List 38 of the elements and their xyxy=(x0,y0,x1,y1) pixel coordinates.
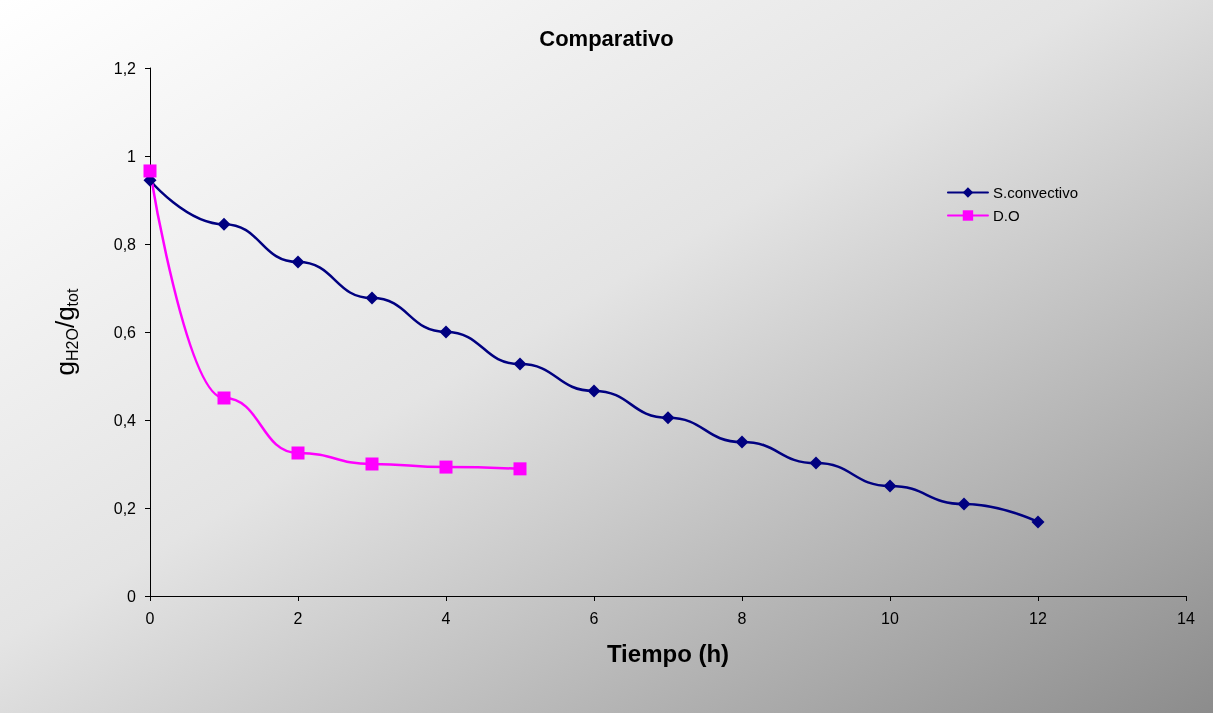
x-tick-label: 2 xyxy=(293,609,303,627)
x-tick-label: 10 xyxy=(881,609,899,627)
point xyxy=(1031,515,1045,529)
x-tick-label: 8 xyxy=(737,609,747,627)
x-tick-label: 4 xyxy=(441,609,451,627)
legend-label: D.O xyxy=(992,207,1020,224)
point xyxy=(291,255,305,269)
point xyxy=(735,435,749,449)
y-tick-label: 1 xyxy=(127,147,137,165)
point xyxy=(513,357,527,371)
point xyxy=(365,457,379,471)
point xyxy=(143,164,157,178)
point xyxy=(365,291,379,305)
y-tick-label: 0 xyxy=(127,587,137,605)
y-tick-label: 0,2 xyxy=(113,499,137,517)
point xyxy=(217,217,231,231)
x-axis-title: Tiempo (h) xyxy=(606,639,730,667)
y-tick-label: 0,6 xyxy=(113,323,137,341)
point xyxy=(217,391,231,405)
point xyxy=(439,460,453,474)
y-axis-title: gH2O/gtot xyxy=(50,288,81,376)
point xyxy=(439,325,453,339)
point xyxy=(957,497,971,511)
y-tick-label: 0,8 xyxy=(113,235,137,253)
point xyxy=(883,479,897,493)
point xyxy=(513,462,527,476)
point xyxy=(809,456,823,470)
x-tick-label: 0 xyxy=(145,609,155,627)
point xyxy=(291,446,305,460)
y-tick-label: 1,2 xyxy=(113,59,137,77)
chart-title: Comparativo xyxy=(539,25,674,51)
legend-label: S.convectivo xyxy=(992,184,1079,201)
x-tick-label: 6 xyxy=(589,609,599,627)
point xyxy=(587,384,601,398)
y-tick-label: 0,4 xyxy=(113,411,137,429)
point xyxy=(661,411,675,425)
x-tick-label: 12 xyxy=(1029,609,1047,627)
x-tick-label: 14 xyxy=(1177,609,1195,627)
